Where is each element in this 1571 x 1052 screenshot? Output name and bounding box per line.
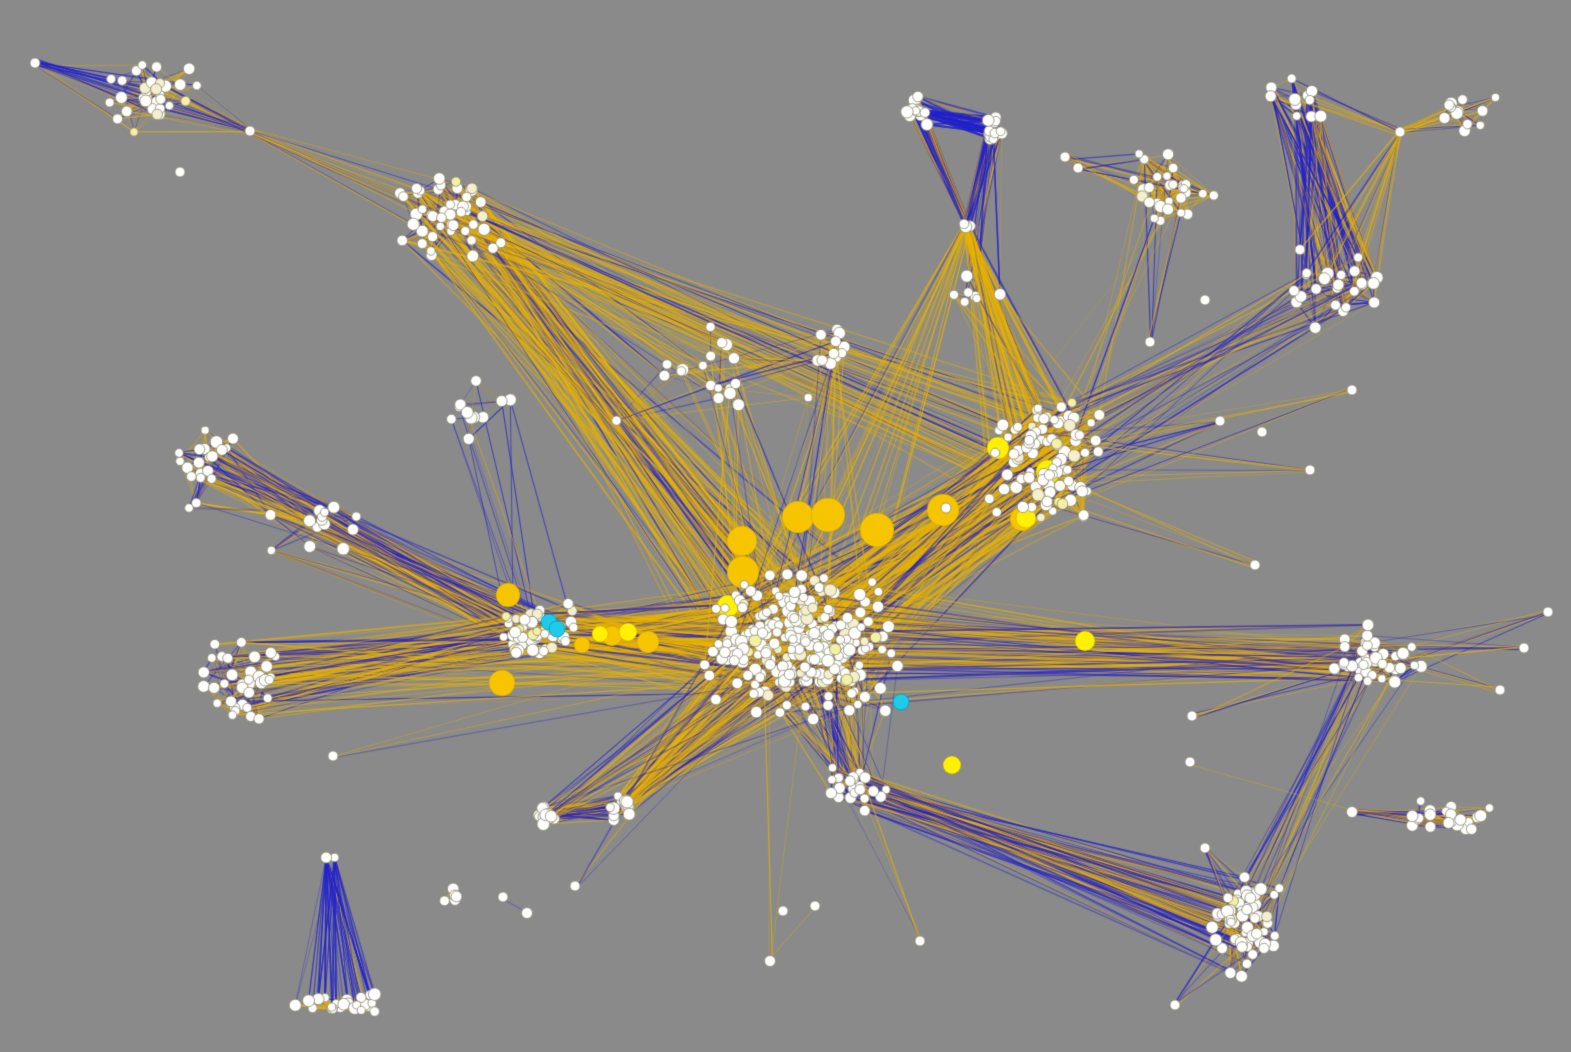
graph-viewport[interactable] [0, 0, 1571, 1052]
network-graph-canvas[interactable] [0, 0, 1571, 1052]
